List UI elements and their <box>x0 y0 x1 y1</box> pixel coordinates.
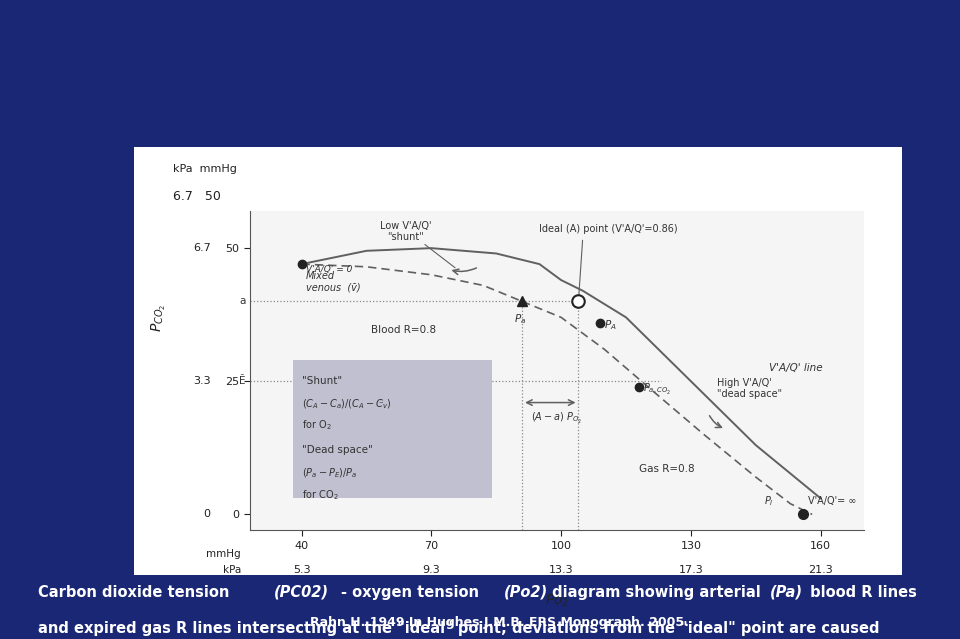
Text: (Po2): (Po2) <box>504 585 548 599</box>
Text: 3.3: 3.3 <box>193 376 210 386</box>
Text: - oxygen tension: - oxygen tension <box>341 585 484 599</box>
FancyBboxPatch shape <box>293 360 492 498</box>
Text: and expired gas R lines intersecting at the "ideal" point; deviations from the ": and expired gas R lines intersecting at … <box>38 621 880 636</box>
Text: $Po_2$: $Po_2$ <box>544 593 569 610</box>
Text: $(A-a)$ $P_{O_2}$: $(A-a)$ $P_{O_2}$ <box>531 412 582 426</box>
Text: 17.3: 17.3 <box>679 565 704 575</box>
Text: Ẽ: Ẽ <box>239 376 245 386</box>
Text: $(P_a−P_E)/P_a$: $(P_a−P_E)/P_a$ <box>301 466 357 480</box>
Text: 6.7   50: 6.7 50 <box>173 190 221 203</box>
Text: for O$_2$: for O$_2$ <box>301 419 331 433</box>
Text: 13.3: 13.3 <box>549 565 573 575</box>
Text: High V'A/Q'
"dead space": High V'A/Q' "dead space" <box>717 378 782 399</box>
Text: $P_{CO_2}$: $P_{CO_2}$ <box>150 304 168 332</box>
Text: Carbon dioxide tension: Carbon dioxide tension <box>38 585 235 599</box>
Text: mmHg: mmHg <box>206 549 241 559</box>
Text: for CO$_2$: for CO$_2$ <box>301 488 338 502</box>
Text: Ideal (A) point (V'A/Q'=0.86): Ideal (A) point (V'A/Q'=0.86) <box>540 224 678 234</box>
Text: Mixed
venous  (ṽ): Mixed venous (ṽ) <box>306 271 360 293</box>
Text: V'A/Q' = 0: V'A/Q' = 0 <box>306 265 352 274</box>
Text: 6.7: 6.7 <box>193 243 210 253</box>
Text: 9.3: 9.3 <box>422 565 441 575</box>
Text: Rahn H. 1949 In Hughes J.M.B. ERS Monograph. 2005.: Rahn H. 1949 In Hughes J.M.B. ERS Monogr… <box>310 617 688 629</box>
Text: V'A/Q' line: V'A/Q' line <box>769 362 823 373</box>
Text: kPa: kPa <box>223 565 241 575</box>
Text: $P_I$: $P_I$ <box>764 494 774 507</box>
Text: $(C_A−C_a)/(C_A−C_{̅{v}})$: $(C_A−C_a)/(C_A−C_{̅{v}})$ <box>301 397 391 411</box>
Text: kPa  mmHg: kPa mmHg <box>173 164 237 174</box>
Text: Low V'A/Q'
"shunt": Low V'A/Q' "shunt" <box>379 220 431 242</box>
Text: "Shunt": "Shunt" <box>301 376 342 386</box>
Text: V'A/Q'= ∞: V'A/Q'= ∞ <box>807 496 856 505</box>
Text: blood R lines: blood R lines <box>805 585 918 599</box>
Text: $P_A$: $P_A$ <box>605 318 617 332</box>
Text: 0: 0 <box>204 509 210 520</box>
Text: 5.3: 5.3 <box>293 565 310 575</box>
Text: Gas R=0.8: Gas R=0.8 <box>639 464 695 473</box>
Text: (Pa): (Pa) <box>770 585 803 599</box>
Text: $P_a$: $P_a$ <box>514 312 526 327</box>
Text: a: a <box>239 296 245 306</box>
Text: (PC02): (PC02) <box>274 585 328 599</box>
Text: diagram showing arterial: diagram showing arterial <box>547 585 766 599</box>
Text: $P_{a,CO_2}$: $P_{a,CO_2}$ <box>643 382 672 397</box>
Text: Blood R=0.8: Blood R=0.8 <box>371 325 436 335</box>
Text: 21.3: 21.3 <box>808 565 833 575</box>
Text: "Dead space": "Dead space" <box>301 445 372 455</box>
